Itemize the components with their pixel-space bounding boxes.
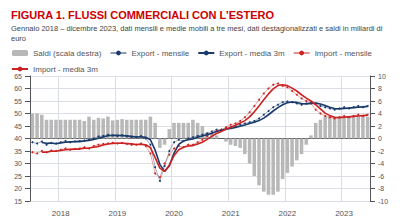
svg-text:2019: 2019 <box>108 209 126 218</box>
svg-text:40: 40 <box>14 135 22 142</box>
svg-text:2023: 2023 <box>335 209 353 218</box>
svg-text:2018: 2018 <box>52 209 70 218</box>
svg-text:-6: -6 <box>378 173 384 180</box>
svg-text:65: 65 <box>14 73 22 80</box>
svg-text:60: 60 <box>14 85 22 92</box>
svg-text:20: 20 <box>14 185 22 192</box>
svg-text:30: 30 <box>14 160 22 167</box>
svg-text:2020: 2020 <box>165 209 183 218</box>
svg-text:Export - media 3m: Export - media 3m <box>219 49 285 58</box>
svg-text:Export - mensile: Export - mensile <box>131 49 189 58</box>
svg-text:2: 2 <box>378 123 382 130</box>
svg-text:-2: -2 <box>378 148 384 155</box>
svg-text:45: 45 <box>14 123 22 130</box>
svg-text:50: 50 <box>14 110 22 117</box>
svg-text:-8: -8 <box>378 185 384 192</box>
svg-text:Gennaio 2018 – dicembre 2023,: Gennaio 2018 – dicembre 2023, dati mensi… <box>11 24 385 33</box>
svg-text:Import - mensile: Import - mensile <box>315 49 373 58</box>
svg-text:-4: -4 <box>378 160 384 167</box>
svg-text:0: 0 <box>378 135 382 142</box>
svg-text:15: 15 <box>14 198 22 205</box>
svg-text:55: 55 <box>14 98 22 105</box>
svg-text:35: 35 <box>14 148 22 155</box>
svg-text:Import - media 3m: Import - media 3m <box>33 65 98 74</box>
svg-text:2022: 2022 <box>278 209 296 218</box>
svg-text:Saldi (scala destra): Saldi (scala destra) <box>33 49 102 58</box>
svg-text:FIGURA 1. FLUSSI COMMERCIALI C: FIGURA 1. FLUSSI COMMERCIALI CON L’ESTER… <box>11 9 274 21</box>
svg-text:6: 6 <box>378 98 382 105</box>
svg-text:8: 8 <box>378 85 382 92</box>
svg-text:25: 25 <box>14 173 22 180</box>
svg-text:2021: 2021 <box>222 209 240 218</box>
svg-text:10: 10 <box>378 73 386 80</box>
svg-text:4: 4 <box>378 110 382 117</box>
svg-text:-10: -10 <box>378 198 388 205</box>
svg-text:euro: euro <box>11 34 26 43</box>
